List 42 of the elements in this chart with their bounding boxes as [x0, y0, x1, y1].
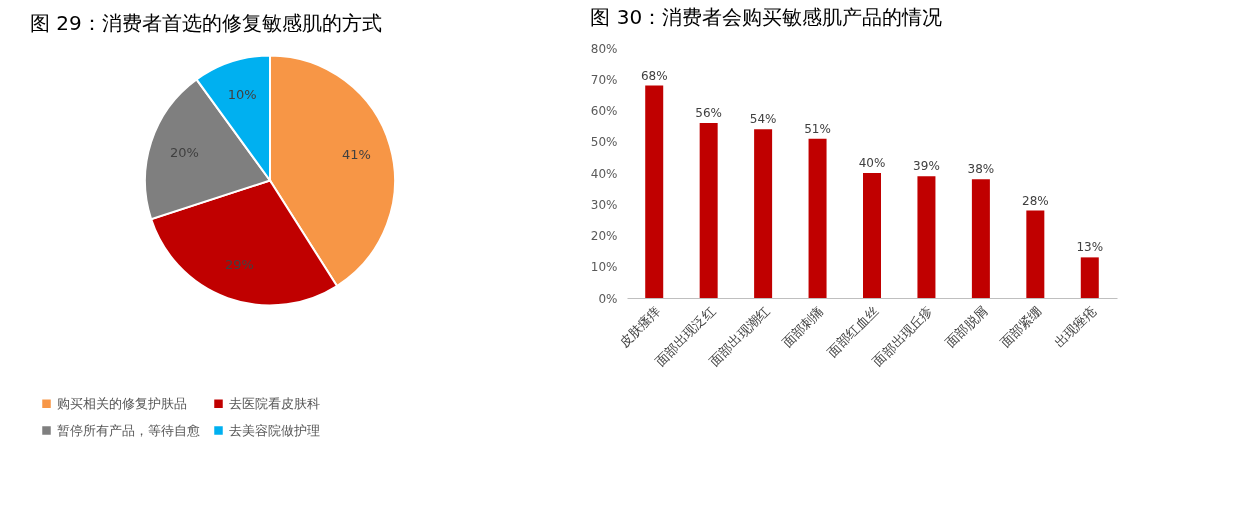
legend-label: 去美容院做护理 — [229, 422, 320, 438]
x-tick-label: 面部脱屑 — [942, 303, 991, 351]
y-tick-label: 70% — [590, 72, 618, 87]
bar — [917, 176, 936, 298]
y-tick-label: 80% — [590, 41, 618, 56]
y-tick-label: 10% — [590, 260, 618, 275]
bar — [1080, 257, 1099, 298]
data-label: 20% — [169, 144, 199, 160]
bar — [754, 129, 773, 298]
data-label: 40% — [858, 156, 886, 170]
legend-label: 购买相关的修复护肤品 — [57, 395, 187, 411]
data-label: 41% — [341, 147, 371, 163]
data-label: 28% — [1022, 193, 1049, 208]
chart-title: 图 29：消费者首选的修复敏感肌的方式 — [30, 11, 382, 35]
y-tick-label: 50% — [590, 135, 618, 150]
y-tick-label: 40% — [590, 166, 618, 181]
data-label: 68% — [640, 68, 668, 83]
data-label: 38% — [967, 162, 995, 177]
bar — [863, 173, 881, 298]
legend-label: 暂停所有产品，等待自愈 — [57, 422, 200, 438]
x-tick-label: 面部紧绷 — [997, 303, 1045, 351]
y-tick-label: 30% — [590, 197, 618, 212]
bar — [808, 138, 827, 298]
bar — [971, 179, 990, 298]
x-tick-label: 皮肤瘙痒 — [616, 303, 664, 351]
bar — [1026, 210, 1045, 298]
bar — [645, 85, 664, 298]
data-label: 13% — [1076, 240, 1104, 255]
legend-label: 去医院看皮肤科 — [229, 395, 320, 411]
data-label: 29% — [225, 257, 254, 273]
data-label: 51% — [804, 121, 831, 136]
data-label: 56% — [695, 106, 722, 120]
y-tick-label: 20% — [590, 229, 618, 243]
x-tick-label: 出现痤疮 — [1051, 303, 1099, 351]
data-label: 39% — [913, 159, 940, 174]
y-tick-label: 0% — [598, 291, 618, 306]
y-tick-label: 60% — [590, 104, 618, 118]
bar — [699, 123, 718, 298]
data-label: 54% — [749, 112, 777, 127]
data-label: 10% — [227, 86, 257, 102]
chart-title: 图 30：消费者会购买敏感肌产品的情况 — [590, 5, 943, 29]
x-tick-label: 面部刺痛 — [779, 303, 827, 351]
